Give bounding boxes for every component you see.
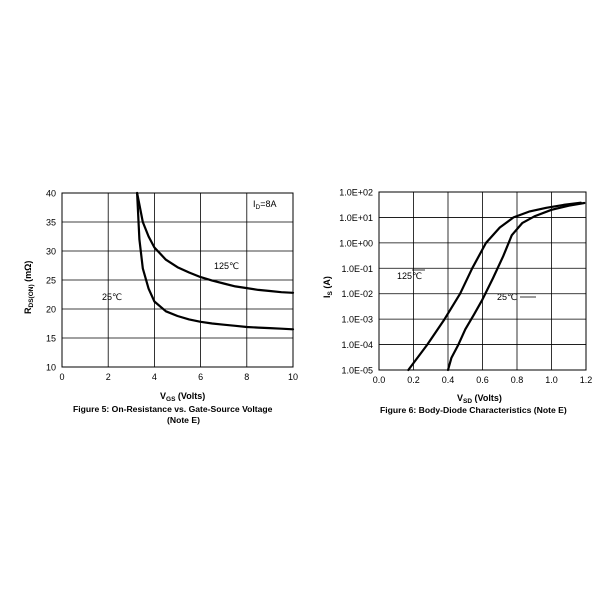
figure-6-y-tick-label: 1.0E+00 [339,238,373,248]
figure-6-x-tick-label: 0.8 [511,375,524,385]
figure-6-series-label-25c: 25℃ [497,292,517,302]
figure-6-series-line-125c [407,201,582,372]
figure-6-grid [378,191,587,371]
figure-5-curves [136,191,295,331]
figure-5-chart: 0 2 4 6 8 10 10 15 20 25 30 35 40 ID=8A 125℃ 25℃ VG… [23,189,298,426]
figure-6-y-tick-label: 1.0E-05 [341,366,373,376]
figure-6-y-tick-label: 1.0E-03 [341,315,373,325]
figure-5-y-axis-label: RDS(ON) (mΩ) [23,261,35,314]
figure-5-plot-frame [61,192,294,368]
figure-5-x-tick-label: 2 [106,372,111,382]
figure-5-condition-label: ID=8A [253,199,276,211]
figure-5-series-line-125c [136,191,295,294]
figure-6-y-tick-label: 1.0E-04 [341,340,373,350]
figure-6-x-tick-label: 0.6 [476,375,489,385]
figure-6-x-tick-label: 1.0 [545,375,558,385]
figure-6-series-line-25c [446,201,586,372]
figure-6-x-tick-label: 0.0 [373,375,386,385]
figure-6-curves [407,201,586,372]
figure-6-y-axis-label: IS (A) [322,276,334,298]
figure-6-y-tick-label: 1.0E+01 [339,213,373,223]
figure-5-series-line-25c [136,191,295,331]
figure-6-x-ticks: 0.0 0.2 0.4 0.6 0.8 1.0 1.2 [373,375,593,385]
figure-6-series-label-125c: 125℃ [397,271,422,281]
figure-5-y-tick-label: 40 [46,189,56,199]
figure-5-y-ticks: 10 15 20 25 30 35 40 [46,189,56,373]
figure-5-y-tick-label: 30 [46,247,56,257]
figure-5-series-label-25c: 25℃ [102,292,122,302]
figure-6-x-tick-label: 0.2 [407,375,420,385]
figure-5-x-ticks: 0 2 4 6 8 10 [59,372,298,382]
figure-5-y-tick-label: 10 [46,363,56,373]
figure-6-x-axis-label: VSD (Volts) [457,393,502,405]
figure-5-y-tick-label: 20 [46,305,56,315]
figure-5-y-tick-label: 35 [46,218,56,228]
figure-5-grid [61,192,294,368]
figure-6-x-tick-label: 1.2 [580,375,593,385]
figure-6-y-tick-label: 1.0E-02 [341,289,373,299]
figure-6-y-tick-label: 1.0E+02 [339,188,373,198]
figure-5-x-tick-label: 4 [152,372,157,382]
figure-5-caption: Figure 5: On-Resistance vs. Gate-Source … [73,404,273,414]
figure-5-y-tick-label: 25 [46,276,56,286]
figure-6-x-tick-label: 0.4 [442,375,455,385]
figure-5-x-tick-label: 6 [198,372,203,382]
figure-6-caption: Figure 6: Body-Diode Characteristics (No… [380,405,567,415]
figure-6-y-tick-label: 1.0E-01 [341,264,373,274]
figure-5-series-label-125c: 125℃ [214,261,239,271]
figure-5-x-tick-label: 0 [59,372,64,382]
figure-5-x-tick-label: 10 [288,372,298,382]
figure-5-x-tick-label: 8 [244,372,249,382]
figure-5-y-tick-label: 15 [46,334,56,344]
figure-6-y-ticks: 1.0E-05 1.0E-04 1.0E-03 1.0E-02 1.0E-01 1.0E+… [339,188,373,376]
figure-6-chart: 0.0 0.2 0.4 0.6 0.8 1.0 1.2 1.0E-051.0E-041.0E… [322,188,592,416]
figure-5-x-axis-label: VGS (Volts) [160,391,205,403]
figure-5-caption-overflow: (Note E) [167,415,200,425]
figure-6-plot-frame [378,191,587,371]
